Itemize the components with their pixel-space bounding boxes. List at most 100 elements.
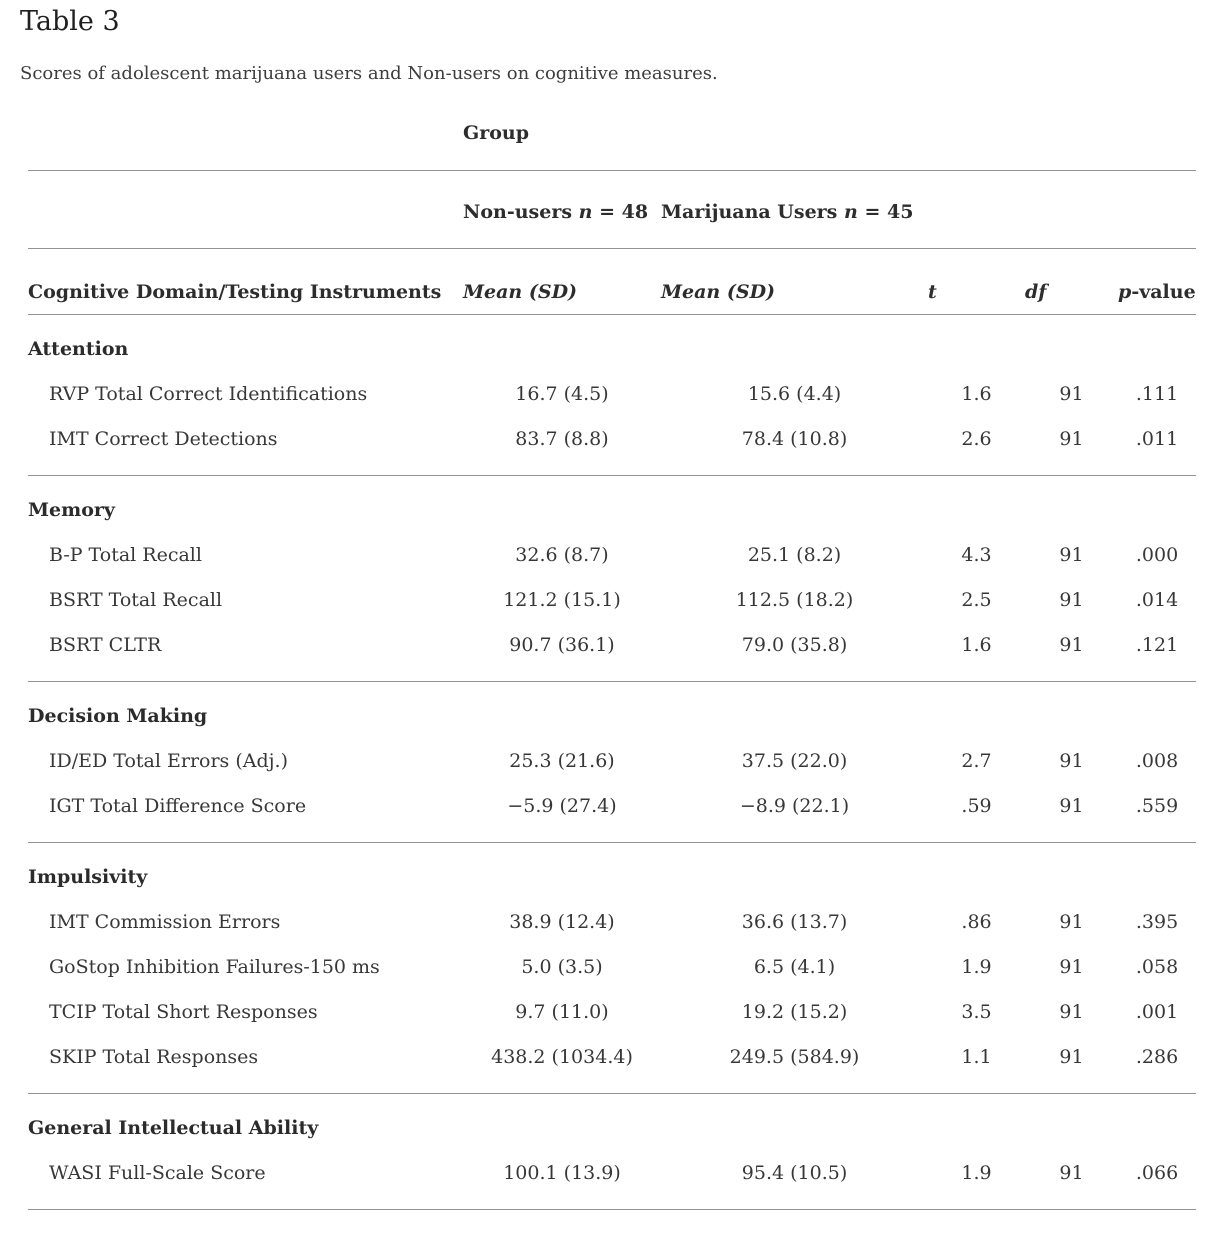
empty-cell	[28, 170, 463, 249]
table-row: RVP Total Correct Identifications 16.7 (…	[28, 372, 1196, 417]
df-value: 91	[1059, 910, 1084, 933]
users-mean-sd: 112.5 (18.2)	[735, 588, 854, 611]
row-label: IMT Commission Errors	[49, 910, 281, 933]
nonusers-mean-sd: 90.7 (36.1)	[463, 622, 661, 682]
p-value-cell: .001	[1135, 1000, 1179, 1023]
section-title: Impulsivity	[28, 865, 148, 888]
section-title: General Intellectual Ability	[28, 1116, 319, 1139]
group-size-row: Non-users n = 48 Marijuana Users n = 45	[28, 170, 1197, 249]
df-value: 91	[1059, 588, 1084, 611]
section-title: Memory	[28, 498, 115, 521]
df-value: 91	[1059, 382, 1084, 405]
t-value: .86	[961, 910, 992, 933]
df-value: 91	[1059, 955, 1084, 978]
row-label: ID/ED Total Errors (Adj.)	[49, 749, 288, 772]
row-label: IGT Total Difference Score	[28, 783, 463, 843]
table-row: GoStop Inhibition Failures-150 ms 5.0 (3…	[28, 945, 1196, 990]
column-header-row: Cognitive Domain/Testing Instruments Mea…	[28, 248, 1197, 315]
t-value: 1.9	[928, 1150, 1026, 1210]
row-label: BSRT Total Recall	[49, 588, 223, 611]
article-table-page: Table 3 Scores of adolescent marijuana u…	[20, 6, 1197, 1210]
nonusers-mean-sd: −5.9 (27.4)	[463, 783, 661, 843]
p-value-cell: .121	[1118, 622, 1197, 682]
table-section: Impulsivity IMT Commission Errors 38.9 (…	[28, 842, 1197, 1094]
table-row: TCIP Total Short Responses 9.7 (11.0) 19…	[28, 990, 1196, 1035]
section-header-row: Memory	[28, 475, 1196, 533]
p-value-cell: .011	[1118, 416, 1197, 476]
p-value-cell: .058	[1135, 955, 1179, 978]
table-row: ID/ED Total Errors (Adj.) 25.3 (21.6) 37…	[28, 739, 1196, 784]
df-value: 91	[1025, 1150, 1119, 1210]
users-mean-sd: 249.5 (584.9)	[661, 1034, 929, 1094]
section-header-row: General Intellectual Ability	[28, 1093, 1196, 1151]
p-value-column-header: p-value	[1118, 248, 1197, 315]
t-value: 1.6	[961, 382, 992, 405]
t-value: 4.3	[961, 543, 992, 566]
df-value: 91	[1025, 1034, 1119, 1094]
p-symbol: p	[1118, 280, 1132, 303]
df-value: 91	[1025, 622, 1119, 682]
t-value: 2.6	[928, 416, 1026, 476]
mean-sd-column-header-users: Mean (SD)	[661, 248, 929, 315]
cognitive-scores-table: Group Non-users n = 48 Marijuana Users n…	[28, 116, 1197, 1210]
df-value: 91	[1025, 783, 1119, 843]
p-value-cell: .286	[1118, 1034, 1197, 1094]
users-mean-sd: 15.6 (4.4)	[747, 382, 842, 405]
t-value: 2.7	[961, 749, 992, 772]
empty-cell	[28, 116, 463, 171]
df-value: 91	[1059, 749, 1084, 772]
table-row: BSRT Total Recall 121.2 (15.1) 112.5 (18…	[28, 578, 1196, 623]
n-symbol: n	[578, 200, 593, 223]
empty-cell	[928, 170, 1026, 249]
nonusers-mean-sd: 32.6 (8.7)	[515, 543, 609, 566]
table-section: Memory B-P Total Recall 32.6 (8.7) 25.1 …	[28, 475, 1197, 682]
users-mean-sd: 6.5 (4.1)	[753, 955, 836, 978]
t-column-header: t	[928, 248, 1026, 315]
t-value: 1.9	[961, 955, 992, 978]
users-mean-sd: 95.4 (10.5)	[661, 1150, 929, 1210]
table-row: B-P Total Recall 32.6 (8.7) 25.1 (8.2) 4…	[28, 533, 1196, 578]
nonusers-count: = 48	[592, 200, 649, 223]
nonusers-column-header: Non-users n = 48	[463, 170, 661, 249]
section-header-row: Decision Making	[28, 681, 1196, 739]
row-label: B-P Total Recall	[49, 543, 202, 566]
nonusers-mean-sd: 100.1 (13.9)	[463, 1150, 661, 1210]
p-value-cell: .008	[1135, 749, 1179, 772]
nonusers-mean-sd: 38.9 (12.4)	[509, 910, 615, 933]
nonusers-mean-sd: 5.0 (3.5)	[521, 955, 603, 978]
users-mean-sd: −8.9 (22.1)	[661, 783, 929, 843]
row-label: IMT Correct Detections	[28, 416, 463, 476]
table-section: General Intellectual Ability WASI Full-S…	[28, 1093, 1197, 1210]
empty-cell	[928, 116, 1026, 171]
t-value: 1.1	[928, 1034, 1026, 1094]
row-label: WASI Full-Scale Score	[28, 1150, 463, 1210]
instrument-column-header: Cognitive Domain/Testing Instruments	[28, 248, 463, 315]
table-row: IMT Correct Detections 83.7 (8.8) 78.4 (…	[28, 416, 1197, 476]
users-mean-sd: 37.5 (22.0)	[741, 749, 848, 772]
section-title: Attention	[28, 337, 129, 360]
table-section: Decision Making ID/ED Total Errors (Adj.…	[28, 681, 1197, 843]
users-column-header: Marijuana Users n = 45	[661, 170, 929, 249]
users-mean-sd: 25.1 (8.2)	[747, 543, 842, 566]
t-value: 2.5	[961, 588, 992, 611]
df-value: 91	[1059, 1000, 1084, 1023]
row-label: SKIP Total Responses	[28, 1034, 463, 1094]
table-section: Attention RVP Total Correct Identificati…	[28, 314, 1197, 476]
table-row: SKIP Total Responses 438.2 (1034.4) 249.…	[28, 1034, 1197, 1094]
section-header-row: Impulsivity	[28, 842, 1196, 900]
p-value-cell: .395	[1135, 910, 1179, 933]
empty-cell	[1118, 116, 1197, 171]
users-mean-sd: 78.4 (10.8)	[661, 416, 929, 476]
group-header-label: Group	[463, 121, 530, 144]
users-mean-sd: 19.2 (15.2)	[741, 1000, 848, 1023]
mean-sd-column-header-nonusers: Mean (SD)	[463, 248, 661, 315]
t-value: 3.5	[961, 1000, 992, 1023]
df-column-header: df	[1025, 248, 1119, 315]
nonusers-mean-sd: 16.7 (4.5)	[515, 382, 609, 405]
empty-cell	[1025, 170, 1119, 249]
t-value: .59	[928, 783, 1026, 843]
users-mean-sd: 36.6 (13.7)	[741, 910, 848, 933]
t-value: 1.6	[928, 622, 1026, 682]
table-caption: Scores of adolescent marijuana users and…	[20, 63, 718, 85]
row-label: BSRT CLTR	[28, 622, 463, 682]
